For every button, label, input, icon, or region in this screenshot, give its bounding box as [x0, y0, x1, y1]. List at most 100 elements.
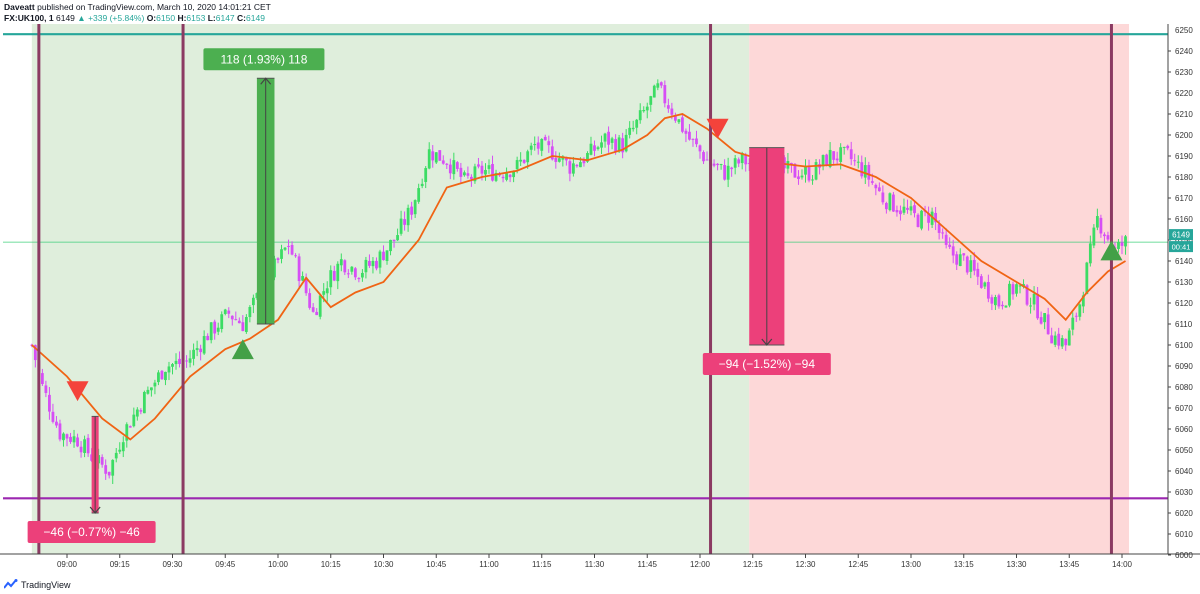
open-label: O: [146, 13, 157, 23]
candle-body [1004, 305, 1008, 308]
low-value: 6147 [215, 13, 235, 23]
candle-body [104, 465, 108, 474]
candle-body [438, 150, 442, 161]
candle-body [44, 385, 48, 393]
candle-body [424, 168, 428, 182]
candle-body [301, 276, 305, 281]
candle-body [800, 175, 804, 178]
candle-body [698, 145, 702, 152]
candle-body [396, 235, 399, 241]
candle-body [322, 291, 326, 295]
candle-body [1018, 285, 1022, 287]
candle-body [308, 293, 312, 308]
y-tick-label: 6120 [1175, 299, 1193, 308]
candle-body [670, 108, 674, 115]
candle-body [1053, 335, 1057, 345]
high-label: H: [177, 13, 187, 23]
last-price-label: 6149 [1172, 231, 1190, 240]
candle-body [445, 163, 449, 165]
sell-signal-triangle-icon [706, 118, 729, 139]
price-axis-panel [1168, 24, 1200, 576]
candle-body [199, 348, 203, 353]
candle-body [913, 205, 916, 214]
x-tick-label: 13:30 [1006, 560, 1027, 569]
candle-body [315, 311, 319, 316]
candle-body [579, 162, 582, 168]
candle-body [793, 163, 797, 178]
candle-body [375, 260, 378, 269]
candle-body [237, 320, 241, 324]
candle-body [280, 249, 283, 259]
candle-body [1032, 293, 1036, 305]
candle-body [881, 192, 885, 203]
candle-body [677, 119, 681, 123]
candle-body [1050, 335, 1054, 344]
tradingview-footer[interactable]: TradingView [4, 579, 71, 590]
x-tick-label: 12:15 [743, 560, 764, 569]
candle-body [1071, 317, 1075, 330]
candle-body [733, 158, 737, 168]
candle-body [937, 223, 941, 233]
candle-body [994, 297, 997, 306]
y-tick-label: 6190 [1175, 152, 1193, 161]
candle-body [382, 251, 385, 261]
x-tick-label: 09:15 [110, 560, 131, 569]
candle-body [603, 133, 607, 142]
candle-body [508, 174, 512, 178]
candle-body [470, 176, 473, 180]
candle-body [522, 159, 526, 163]
x-tick-label: 11:00 [479, 560, 499, 569]
candle-body [659, 82, 663, 86]
candle-body [645, 106, 649, 111]
candle-body [171, 364, 174, 367]
symbol-info: FX:UK100, 1 6149 ▲ +339 (+5.84%) O:6150 … [4, 13, 265, 23]
candle-body [33, 345, 37, 361]
x-tick-label: 12:30 [795, 560, 816, 569]
candle-body [825, 154, 828, 166]
candle-body [515, 160, 519, 170]
candle-body [346, 273, 350, 275]
candle-body [1081, 295, 1085, 307]
candle-body [118, 449, 122, 452]
open-value: 6150 [156, 13, 176, 23]
candle-body [948, 244, 952, 247]
candle-body [195, 348, 199, 351]
candle-body [188, 358, 192, 363]
price-chart[interactable]: −46 (−0.77%) −46 118 (1.93%) 118 −94 (−1.5… [0, 24, 1200, 576]
candle-body [1085, 262, 1089, 295]
candle-body [332, 270, 336, 281]
candle-body [294, 255, 297, 257]
candle-body [652, 85, 656, 98]
candle-body [624, 134, 628, 152]
candle-body [69, 436, 72, 442]
candle-body [951, 246, 955, 256]
candle-body [329, 270, 333, 288]
candle-body [554, 157, 558, 162]
candle-body [540, 138, 544, 151]
candle-body [684, 130, 688, 134]
author-name: Daveatt [4, 2, 35, 12]
low-label: L: [207, 13, 216, 23]
candle-body [287, 245, 290, 247]
y-tick-label: 6180 [1175, 173, 1193, 182]
candle-body [874, 184, 878, 189]
candle-body [86, 437, 90, 454]
candle-body [392, 239, 396, 242]
candle-body [673, 115, 677, 121]
tradingview-logo-icon [4, 579, 18, 589]
candle-body [385, 250, 389, 262]
candle-body [234, 319, 238, 321]
y-tick-label: 6020 [1175, 509, 1193, 518]
candle-body [902, 206, 906, 213]
candle-body [491, 163, 494, 181]
candle-body [1039, 317, 1043, 324]
candle-body [297, 256, 301, 282]
candle-body [378, 251, 382, 268]
candle-body [55, 421, 58, 426]
candle-body [477, 164, 480, 167]
candle-body [487, 165, 491, 169]
candle-body [642, 110, 646, 112]
candle-body [276, 258, 280, 260]
candle-body [681, 117, 684, 132]
candle-body [427, 149, 431, 169]
